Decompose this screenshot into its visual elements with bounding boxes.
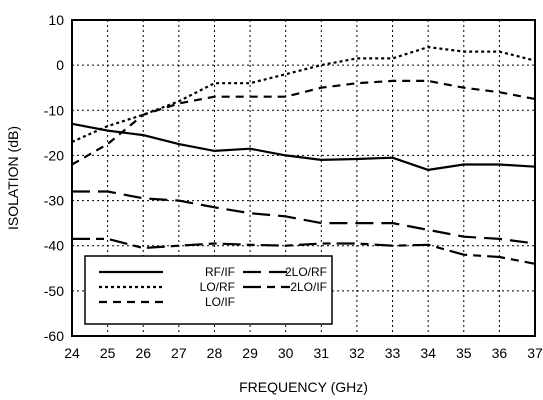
x-tick-label: 28 (207, 345, 223, 361)
y-tick-label: -20 (44, 147, 64, 163)
y-tick-label: -30 (44, 193, 64, 209)
legend-label: LO/IF (205, 295, 235, 309)
series-line-2lo-rf (72, 190, 536, 245)
x-tick-label: 30 (278, 345, 294, 361)
x-tick-label: 26 (135, 345, 151, 361)
y-tick-label: -50 (44, 283, 64, 299)
x-tick-label: 35 (456, 345, 472, 361)
x-tick-label: 27 (171, 345, 187, 361)
legend-label: LO/RF (200, 280, 235, 294)
y-axis-title: ISOLATION (dB) (5, 126, 21, 230)
legend-label: 2LO/IF (290, 280, 327, 294)
legend-box (84, 255, 333, 325)
series-line-2lo-if (72, 237, 536, 265)
x-tick-label: 37 (527, 345, 543, 361)
x-tick-label: 34 (420, 345, 436, 361)
x-tick-label: 32 (349, 345, 365, 361)
y-tick-label: -60 (44, 328, 64, 344)
y-tick-label: -10 (44, 102, 64, 118)
legend-label: 2LO/RF (285, 265, 327, 279)
x-tick-label: 25 (100, 345, 116, 361)
series-line-lo-rf (71, 45, 536, 143)
y-tick-label: 0 (56, 57, 64, 73)
x-tick-label: 36 (492, 345, 508, 361)
x-tick-label: 24 (64, 345, 80, 361)
x-axis-title: FREQUENCY (GHz) (239, 379, 368, 395)
plot-frame (71, 19, 536, 337)
x-tick-label: 33 (385, 345, 401, 361)
series-lines (71, 45, 536, 265)
x-tick-label: 31 (314, 345, 330, 361)
legend-label: RF/IF (205, 265, 235, 279)
y-tick-label: 10 (48, 12, 64, 28)
series-line-rf-if (71, 122, 536, 171)
x-tick-label: 29 (242, 345, 258, 361)
y-tick-label: -40 (44, 238, 64, 254)
tick-labels: 24 25 26 27 28 29 30 31 32 33 34 35 36 37 10 0 -10 -20 -30… (44, 12, 543, 361)
series-line-lo-if (71, 79, 536, 166)
